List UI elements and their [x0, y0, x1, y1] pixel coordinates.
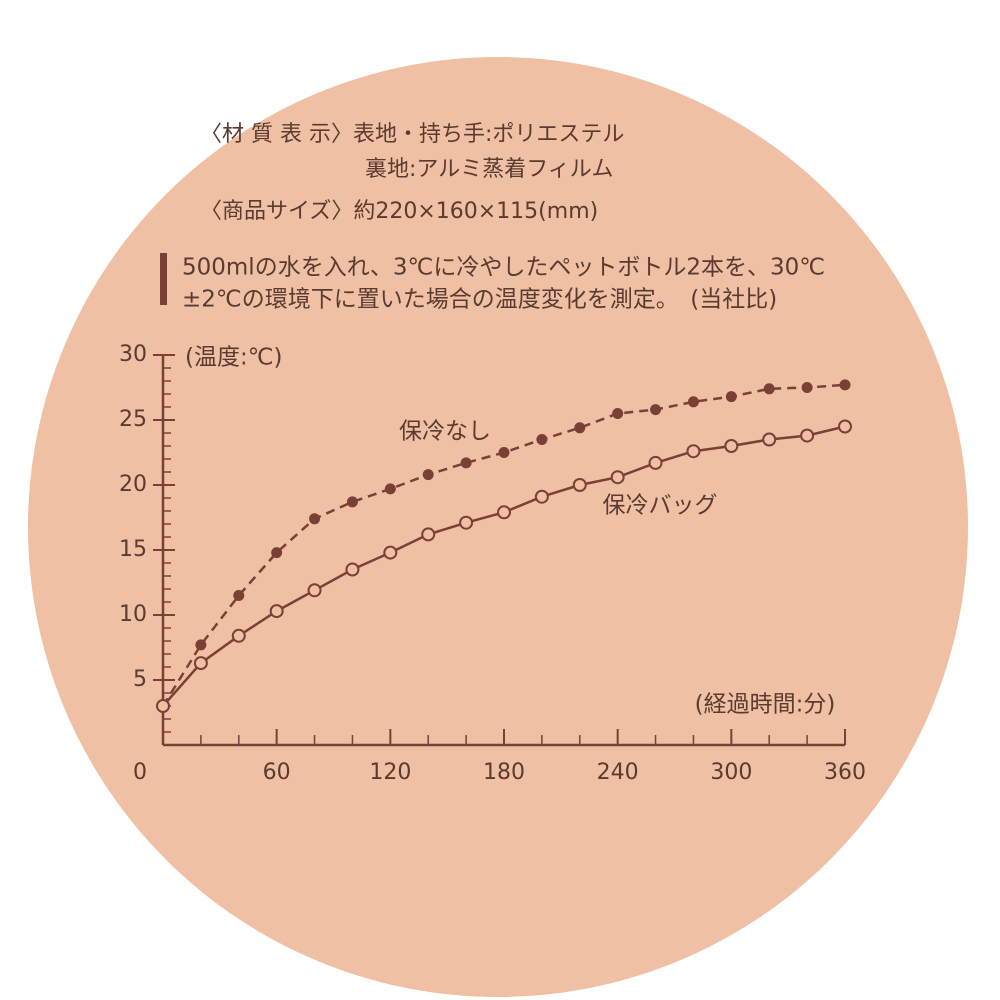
x-tick-label: 240: [597, 760, 639, 785]
data-point: [572, 478, 587, 492]
label-disc: [28, 57, 968, 997]
data-point: [648, 455, 663, 470]
data-point: [345, 562, 360, 577]
data-point: [269, 604, 284, 619]
y-tick-label: 15: [119, 537, 147, 562]
data-point: [800, 428, 815, 443]
data-point: [534, 489, 549, 504]
data-point: [725, 391, 737, 403]
data-point: [610, 470, 625, 485]
data-point: [498, 447, 510, 458]
y-tick-label: 25: [119, 407, 147, 432]
data-point: [231, 628, 246, 643]
data-point: [233, 590, 245, 601]
data-point: [536, 434, 548, 445]
y-tick-label: 5: [133, 667, 147, 692]
size: 〈商品サイズ〉約220×160×115(mm): [200, 199, 598, 224]
data-point: [271, 547, 283, 559]
note-line: ±2℃の環境下に置いた場合の温度変化を測定。 (当社比): [182, 287, 777, 313]
data-point: [686, 444, 701, 459]
note-bar: [160, 253, 167, 305]
data-point: [574, 422, 586, 434]
data-point: [687, 396, 699, 408]
data-point: [762, 432, 777, 447]
x-tick-label: 360: [824, 760, 866, 785]
data-point: [421, 527, 436, 542]
data-point: [801, 382, 813, 393]
data-point: [460, 457, 472, 469]
lining: 裏地:アルミ蒸着フィルム: [365, 157, 613, 182]
data-point: [309, 513, 321, 525]
note-line: 500mlの水を入れ、3℃に冷やしたペットボトル2本を、30℃: [182, 255, 825, 281]
data-point: [839, 379, 851, 391]
y-axis-label: (温度:℃): [185, 345, 283, 371]
x-tick-label: 180: [483, 760, 525, 785]
data-point: [724, 439, 739, 453]
material: 〈材 質 表 示〉表地・持ち手:ポリエステル: [200, 122, 624, 147]
data-point: [650, 404, 662, 416]
data-point: [459, 515, 474, 530]
x-tick-label: 300: [710, 760, 752, 785]
data-point: [384, 483, 396, 495]
series-label: 保冷バッグ: [603, 493, 718, 519]
data-point: [497, 505, 511, 520]
data-point: [193, 656, 208, 671]
data-point: [346, 496, 358, 508]
x-tick-label: 0: [133, 760, 147, 785]
series-label: 保冷なし: [399, 419, 491, 445]
data-point: [422, 469, 434, 481]
data-point: [763, 383, 775, 395]
x-tick-label: 120: [369, 760, 411, 785]
data-point: [383, 545, 398, 560]
y-tick-label: 30: [119, 342, 147, 367]
y-tick-label: 10: [119, 602, 147, 627]
data-point: [195, 639, 207, 651]
data-point: [838, 419, 852, 434]
data-point: [307, 583, 322, 598]
x-axis-label: (経過時間:分): [695, 692, 836, 718]
y-tick-label: 20: [119, 472, 147, 497]
data-point: [156, 699, 170, 713]
x-tick-label: 60: [263, 760, 291, 785]
data-point: [612, 408, 624, 419]
